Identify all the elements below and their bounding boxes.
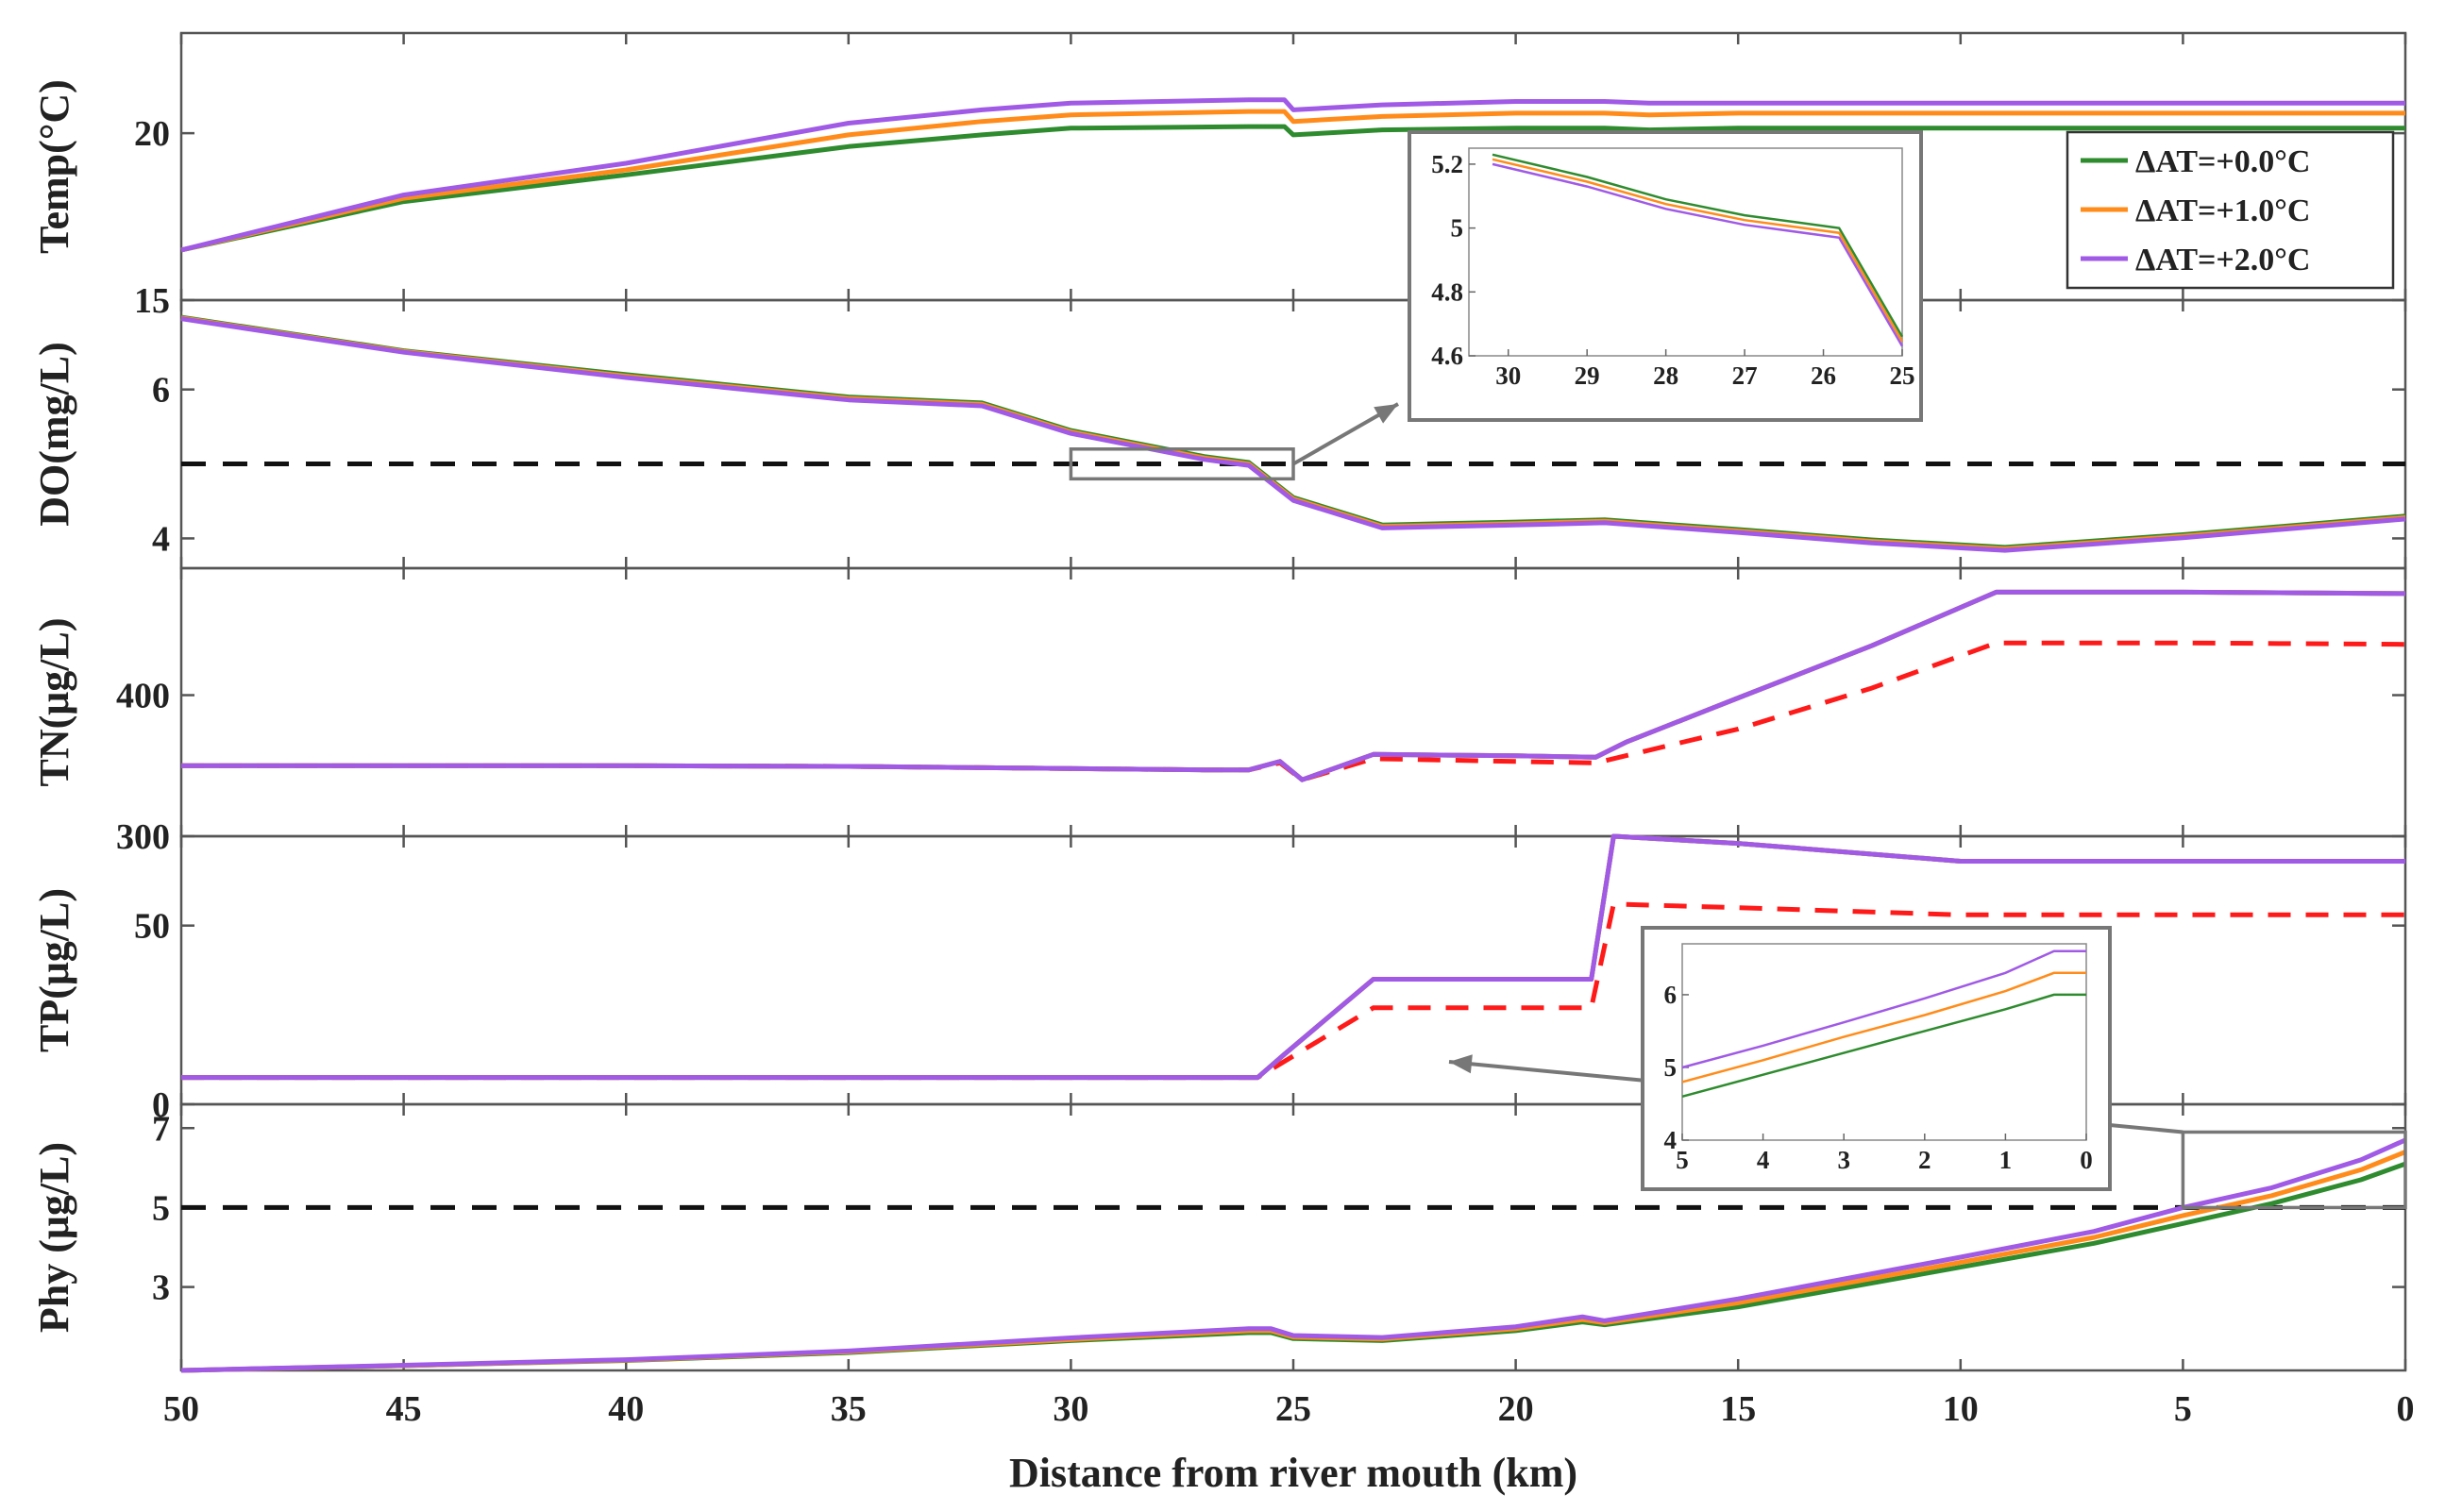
- legend: ΔAT=+0.0°C ΔAT=+1.0°C ΔAT=+2.0°C: [2066, 130, 2395, 290]
- panel-do: 4 6 DO(mg/L): [31, 298, 2407, 570]
- x-axis-label: Distance from river mouth (km): [1009, 1450, 1577, 1496]
- series-line-tn-2: [181, 589, 2406, 782]
- inset-y-tick-label: 5: [1451, 214, 1464, 243]
- inset-x-tick-label: 4: [1757, 1146, 1770, 1174]
- legend-label: ΔAT=+2.0°C: [2135, 243, 2310, 277]
- y-tick-label: 6: [152, 371, 170, 411]
- series-line-phy-0: [180, 1161, 2406, 1373]
- y-tick-label: 4: [152, 519, 170, 559]
- inset-y-tick-label: 4.6: [1431, 342, 1463, 370]
- y-tick-label: 0: [152, 1085, 170, 1125]
- y-tick-label: 20: [134, 114, 170, 154]
- inset-x-tick-label: 25: [1890, 361, 1915, 390]
- inset-plot-area: [1468, 147, 1903, 357]
- inset-do-zoom: 30 29 28 27 26 25 4.6 4.8 5 5.2: [1069, 130, 1923, 481]
- series-line-temp-2: [180, 97, 2405, 253]
- panel-temp: 15 20 Temp(°C): [31, 31, 2407, 321]
- zoom-region-box: [2181, 1130, 2407, 1210]
- x-tick-label: 5: [2174, 1389, 2192, 1429]
- y-axis-label-tp: TP(μg/L): [31, 888, 77, 1052]
- inset-x-tick-label: 2: [1918, 1146, 1931, 1174]
- series-line-do-2: [180, 316, 2406, 553]
- inset-x-tick-label: 27: [1732, 361, 1758, 390]
- x-tick-label: 45: [386, 1389, 422, 1429]
- legend-label: ΔAT=+1.0°C: [2135, 193, 2310, 228]
- reference-line-tn: [181, 640, 2406, 782]
- zoom-arrow-head: [1449, 1054, 1473, 1074]
- inset-series-line-0: [1681, 993, 2086, 1099]
- inset-y-tick-label: 4.8: [1431, 277, 1463, 306]
- y-tick-label: 400: [116, 677, 170, 716]
- inset-x-tick-label: 26: [1811, 361, 1836, 390]
- inset-x-tick-label: 0: [2080, 1146, 2093, 1174]
- inset-series-line-1: [1492, 158, 1904, 343]
- inset-series-line-0: [1492, 153, 1904, 338]
- x-tick-label: 15: [1720, 1389, 1756, 1429]
- inset-y-tick-label: 5.2: [1431, 150, 1463, 178]
- y-axis-label-do: DO(mg/L): [31, 342, 77, 527]
- series-line-temp-0: [180, 124, 2405, 253]
- y-tick-label: 50: [134, 907, 170, 947]
- y-tick-label: 7: [152, 1109, 170, 1149]
- reference-line-tp: [181, 901, 2405, 1081]
- inset-x-tick-label: 29: [1575, 361, 1600, 390]
- y-axis-label-phy: Phy (μg/L): [31, 1142, 77, 1333]
- x-tick-label: 50: [163, 1389, 199, 1429]
- x-tick-label: 10: [1943, 1389, 1979, 1429]
- inset-series-line-2: [1492, 162, 1904, 347]
- y-tick-label: 300: [116, 817, 170, 857]
- y-axis-label-tn: TN(μg/L): [31, 618, 77, 787]
- inset-x-tick-label: 1: [1999, 1146, 2013, 1174]
- inset-y-tick-label: 4: [1664, 1126, 1678, 1154]
- panel-tn: 300 400 TN(μg/L): [31, 566, 2407, 857]
- inset-x-tick-label: 3: [1837, 1146, 1850, 1174]
- legend-label: ΔAT=+0.0°C: [2135, 144, 2310, 179]
- panel-frame-tn: [179, 566, 2407, 838]
- inset-series-line-1: [1681, 971, 2086, 1084]
- x-tick-label: 20: [1498, 1389, 1534, 1429]
- series-line-tp-2: [181, 833, 2405, 1081]
- inset-y-tick-label: 6: [1664, 981, 1678, 1009]
- x-tick-label: 35: [831, 1389, 867, 1429]
- inset-series-line-2: [1681, 949, 2086, 1069]
- inset-y-tick-label: 5: [1664, 1053, 1678, 1082]
- y-tick-label: 5: [152, 1188, 170, 1228]
- panels-layer: 1520Temp(°C)46DO(mg/L)300400TN(μg/L)050T…: [31, 31, 2415, 1429]
- series-line-do-0: [180, 314, 2406, 550]
- series-line-temp-1: [180, 109, 2405, 253]
- x-tick-label: 40: [608, 1389, 644, 1429]
- y-tick-label: 3: [152, 1268, 170, 1308]
- series-line-tn-0: [181, 589, 2406, 782]
- x-tick-label: 25: [1275, 1389, 1311, 1429]
- inset-x-tick-label: 5: [1676, 1146, 1689, 1174]
- x-tick-label: 0: [2397, 1389, 2415, 1429]
- inset-x-tick-label: 30: [1495, 361, 1521, 390]
- panel-frame-do: [179, 298, 2407, 570]
- inset-x-tick-label: 28: [1653, 361, 1678, 390]
- series-line-do-1: [180, 315, 2406, 551]
- y-tick-label: 15: [134, 281, 170, 321]
- zoom-arrow-head: [1374, 404, 1398, 424]
- x-tick-label: 30: [1053, 1389, 1088, 1429]
- y-axis-label-temp: Temp(°C): [31, 79, 77, 254]
- series-line-tn-1: [181, 589, 2406, 782]
